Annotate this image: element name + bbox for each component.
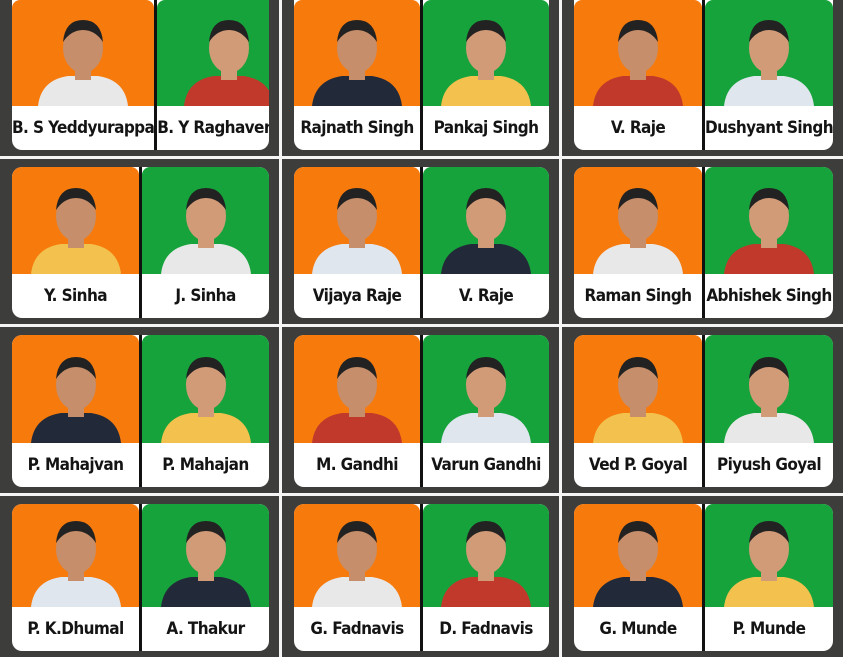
family-pair-panel: V. Raje Dushyant Singh [562, 0, 843, 156]
pair-card: Vijaya Raje V. Raje [294, 167, 549, 318]
parent-card: Y. Sinha [12, 167, 139, 318]
child-photo [423, 0, 549, 106]
parent-photo [574, 335, 702, 443]
family-pair-panel: P. Mahajvan P. Mahajan [0, 327, 279, 493]
parent-photo [574, 504, 702, 607]
parent-card: V. Raje [574, 0, 702, 150]
parent-card: P. K.Dhumal [12, 504, 139, 651]
parent-name: Vijaya Raje [312, 286, 402, 306]
child-name: Pankaj Singh [433, 118, 539, 138]
family-pair-panel: Raman Singh Abhishek Singh [562, 159, 843, 324]
child-name: Varun Gandhi [431, 455, 541, 475]
parent-photo [294, 504, 420, 607]
parent-card: M. Gandhi [294, 335, 420, 487]
parent-photo [294, 335, 420, 443]
parent-name: P. K.Dhumal [27, 619, 124, 639]
parent-card: Raman Singh [574, 167, 702, 318]
child-name: Piyush Goyal [716, 455, 822, 475]
family-pair-panel: Y. Sinha J. Sinha [0, 159, 279, 324]
parent-name: V. Raje [610, 118, 666, 138]
child-card: Dushyant Singh [702, 0, 833, 150]
parent-name: P. Mahajvan [27, 455, 124, 475]
child-photo [705, 167, 833, 274]
pair-card: Ved P. Goyal Piyush Goyal [574, 335, 833, 487]
parent-name: B. S Yeddyurappa [12, 118, 155, 138]
child-card: B. Y Raghavendra [154, 0, 269, 150]
child-name: P. Munde [732, 619, 806, 639]
family-pair-panel: G. Munde P. Munde [562, 496, 843, 657]
child-name: V. Raje [458, 286, 514, 306]
child-card: Pankaj Singh [420, 0, 549, 150]
parent-name: M. Gandhi [316, 455, 398, 475]
family-pair-panel: M. Gandhi Varun Gandhi [282, 327, 559, 493]
parent-photo [12, 335, 139, 443]
child-card: Varun Gandhi [420, 335, 549, 487]
parent-card: Rajnath Singh [294, 0, 420, 150]
parent-name: G. Munde [599, 619, 677, 639]
child-card: V. Raje [420, 167, 549, 318]
pair-card: B. S Yeddyurappa B. Y Raghavendra [12, 0, 269, 150]
family-pair-panel: P. K.Dhumal A. Thakur [0, 496, 279, 657]
child-photo [423, 167, 549, 274]
parent-name: Raman Singh [584, 286, 693, 306]
pair-card: G. Fadnavis D. Fadnavis [294, 504, 549, 651]
child-photo [142, 167, 269, 274]
parent-photo [12, 167, 139, 274]
parent-photo [12, 0, 155, 106]
child-photo [423, 335, 549, 443]
child-name: J. Sinha [175, 286, 236, 306]
child-name: P. Mahajan [162, 455, 249, 475]
child-card: J. Sinha [139, 167, 269, 318]
parent-card: P. Mahajvan [12, 335, 139, 487]
parent-photo [294, 0, 420, 106]
pair-card: Rajnath Singh Pankaj Singh [294, 0, 549, 150]
parent-card: G. Fadnavis [294, 504, 420, 651]
family-pair-panel: Vijaya Raje V. Raje [282, 159, 559, 324]
child-photo [705, 504, 833, 607]
child-name: A. Thakur [166, 619, 245, 639]
child-card: P. Mahajan [139, 335, 269, 487]
child-name: Dushyant Singh [705, 118, 833, 138]
parent-card: G. Munde [574, 504, 702, 651]
pair-card: P. K.Dhumal A. Thakur [12, 504, 269, 651]
family-pair-panel: B. S Yeddyurappa B. Y Raghavendra [0, 0, 279, 156]
child-name: Abhishek Singh [706, 286, 832, 306]
parent-name: G. Fadnavis [310, 619, 404, 639]
family-pair-panel: Ved P. Goyal Piyush Goyal [562, 327, 843, 493]
pair-card: P. Mahajvan P. Mahajan [12, 335, 269, 487]
child-card: D. Fadnavis [420, 504, 549, 651]
parent-photo [294, 167, 420, 274]
pair-card: V. Raje Dushyant Singh [574, 0, 833, 150]
child-photo [157, 0, 269, 106]
parent-photo [574, 0, 702, 106]
family-pair-panel: Rajnath Singh Pankaj Singh [282, 0, 559, 156]
child-name: D. Fadnavis [439, 619, 533, 639]
pair-card: Y. Sinha J. Sinha [12, 167, 269, 318]
child-photo [142, 504, 269, 607]
child-name: B. Y Raghavendra [157, 118, 269, 138]
child-card: Abhishek Singh [702, 167, 833, 318]
child-photo [142, 335, 269, 443]
child-card: A. Thakur [139, 504, 269, 651]
parent-card: Ved P. Goyal [574, 335, 702, 487]
parent-name: Ved P. Goyal [588, 455, 688, 475]
child-card: P. Munde [702, 504, 833, 651]
parent-name: Rajnath Singh [300, 118, 414, 138]
child-photo [423, 504, 549, 607]
child-card: Piyush Goyal [702, 335, 833, 487]
child-photo [705, 335, 833, 443]
child-photo [705, 0, 833, 106]
parent-name: Y. Sinha [44, 286, 108, 306]
pair-card: M. Gandhi Varun Gandhi [294, 335, 549, 487]
family-pair-panel: G. Fadnavis D. Fadnavis [282, 496, 559, 657]
pair-card: G. Munde P. Munde [574, 504, 833, 651]
parent-card: B. S Yeddyurappa [12, 0, 155, 150]
parent-card: Vijaya Raje [294, 167, 420, 318]
parent-photo [12, 504, 139, 607]
parent-photo [574, 167, 702, 274]
pair-card: Raman Singh Abhishek Singh [574, 167, 833, 318]
